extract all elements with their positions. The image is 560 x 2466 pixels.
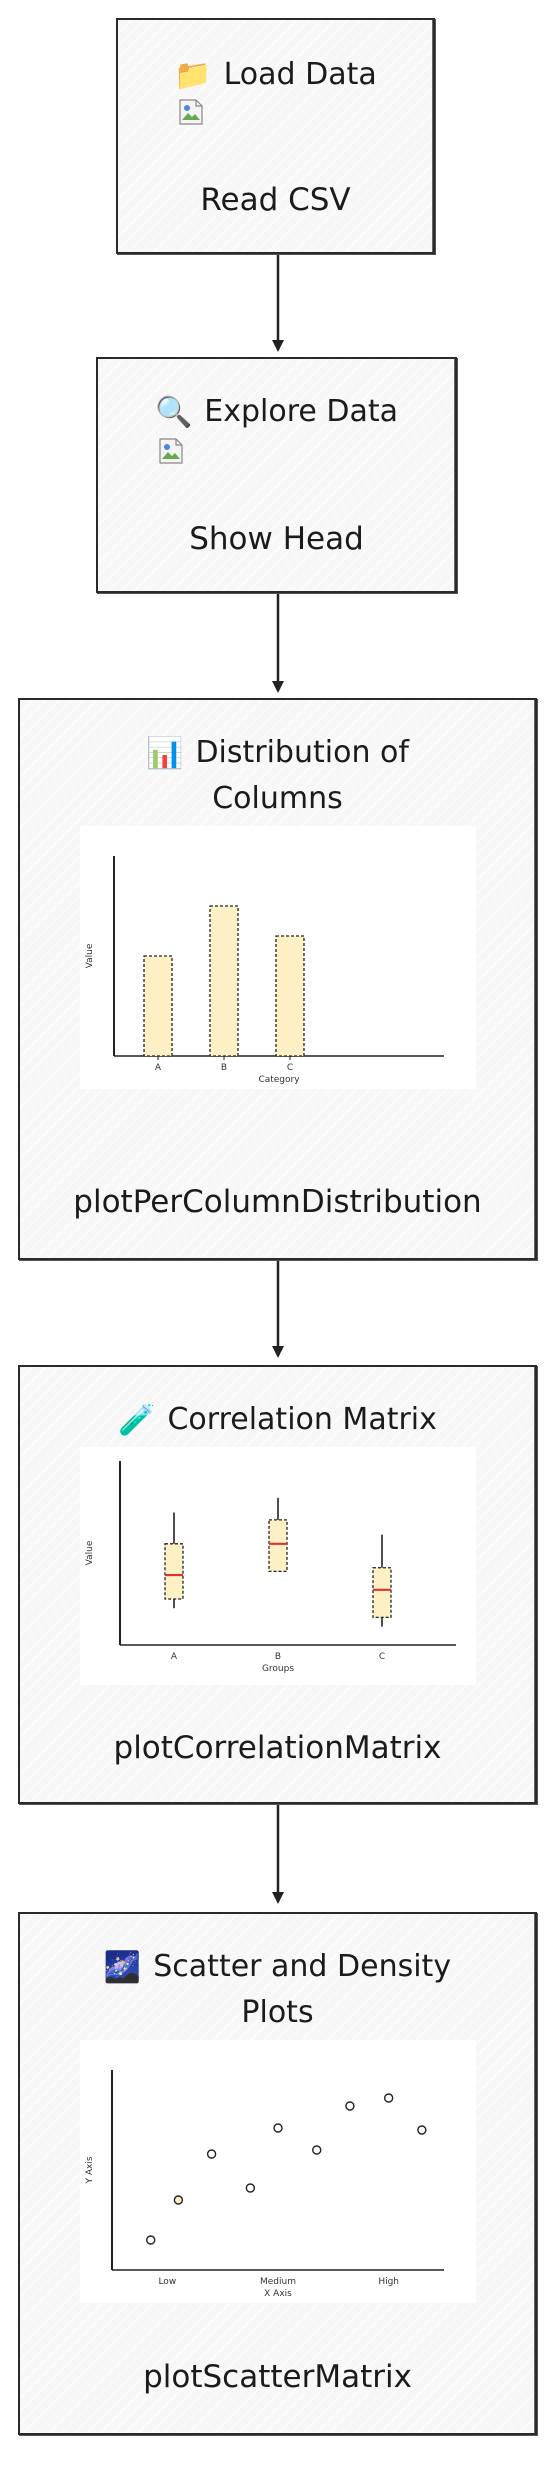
bar-chart-svg: A B C Category Value: [85, 856, 444, 1085]
distribution-label: plotPerColumnDistribution: [73, 1184, 482, 1220]
box-A: [164, 1543, 184, 1600]
y-axis-label: Y Axis: [85, 2156, 95, 2184]
folder-icon: 📁: [174, 57, 212, 93]
scatter-title: 🌌 Scatter and Density: [20, 1944, 535, 1991]
scatter-point: [312, 2145, 322, 2155]
explore-data-label: Show Head: [189, 521, 364, 557]
galaxy-icon: 🌌: [103, 1949, 142, 1985]
x-tick-label-medium: Medium: [260, 2277, 296, 2287]
test-tube-icon: 🧪: [118, 1402, 156, 1438]
scatter-point: [273, 2123, 283, 2133]
scatter-point: [206, 2149, 217, 2159]
distribution-title-line2: Columns: [212, 781, 343, 816]
magnifier-icon: 🔍: [154, 394, 193, 430]
bar-A: [143, 955, 173, 1057]
explore-data-node[interactable]: 🔍 Explore Data Show Head: [96, 357, 457, 593]
x-tick-label-low: Low: [158, 2277, 176, 2287]
scatter-chart-svg: Low Medium High X Axis Y Axis: [85, 2070, 444, 2299]
y-axis-label: Value: [85, 1540, 95, 1565]
correlation-node[interactable]: 🧪 Correlation Matrix A B C Groups Value plotC…: [18, 1365, 537, 1804]
scatter-point: [345, 2101, 355, 2111]
scatter-title-line2: Plots: [241, 1995, 314, 2030]
x-axis-label: X Axis: [264, 2289, 292, 2299]
scatter-point: [146, 2235, 156, 2245]
load-data-title: 📁 Load Data: [118, 52, 433, 99]
distribution-title: 📊 Distribution of: [20, 730, 535, 777]
x-tick-label-A: A: [155, 1063, 162, 1073]
correlation-label: plotCorrelationMatrix: [113, 1730, 442, 1766]
x-tick-label-C: C: [287, 1063, 293, 1073]
box-chart-svg: A B C Groups Value: [85, 1461, 456, 1674]
scatter-node[interactable]: 🌌 Scatter and Density Plots Low Medium High…: [18, 1912, 537, 2435]
bar-B: [209, 905, 239, 1057]
scatter-point: [245, 2183, 256, 2193]
scatter-chart: Low Medium High X Axis Y Axis: [80, 2040, 476, 2303]
scatter-point: [383, 2093, 394, 2103]
scatter-label: plotScatterMatrix: [143, 2359, 412, 2395]
scatter-point: [417, 2125, 427, 2135]
x-tick-label-C: C: [379, 1652, 385, 1662]
correlation-title: 🧪 Correlation Matrix: [20, 1397, 535, 1444]
x-tick-label-high: High: [378, 2277, 399, 2287]
x-tick-label-B: B: [275, 1652, 281, 1662]
x-tick-label-A: A: [171, 1652, 178, 1662]
distribution-chart: A B C Category Value: [80, 826, 476, 1089]
load-data-node[interactable]: 📁 Load Data Read CSV: [116, 18, 435, 254]
explore-data-title: 🔍 Explore Data: [98, 389, 455, 436]
broken-image-icon: [159, 438, 183, 464]
bar-C: [275, 935, 305, 1057]
load-data-label: Read CSV: [200, 182, 351, 218]
x-tick-label-B: B: [221, 1063, 227, 1073]
y-axis-label: Value: [85, 943, 95, 968]
broken-image-icon: [179, 99, 203, 125]
scatter-point: [173, 2195, 184, 2205]
x-axis-label: Groups: [262, 1664, 294, 1674]
box-B: [268, 1519, 288, 1573]
correlation-chart: A B C Groups Value: [80, 1447, 476, 1685]
distribution-node[interactable]: 📊 Distribution of Columns A B C Category Valu…: [18, 698, 537, 1260]
box-C: [372, 1567, 392, 1619]
x-axis-label: Category: [258, 1075, 300, 1085]
bar-chart-icon: 📊: [146, 735, 184, 771]
